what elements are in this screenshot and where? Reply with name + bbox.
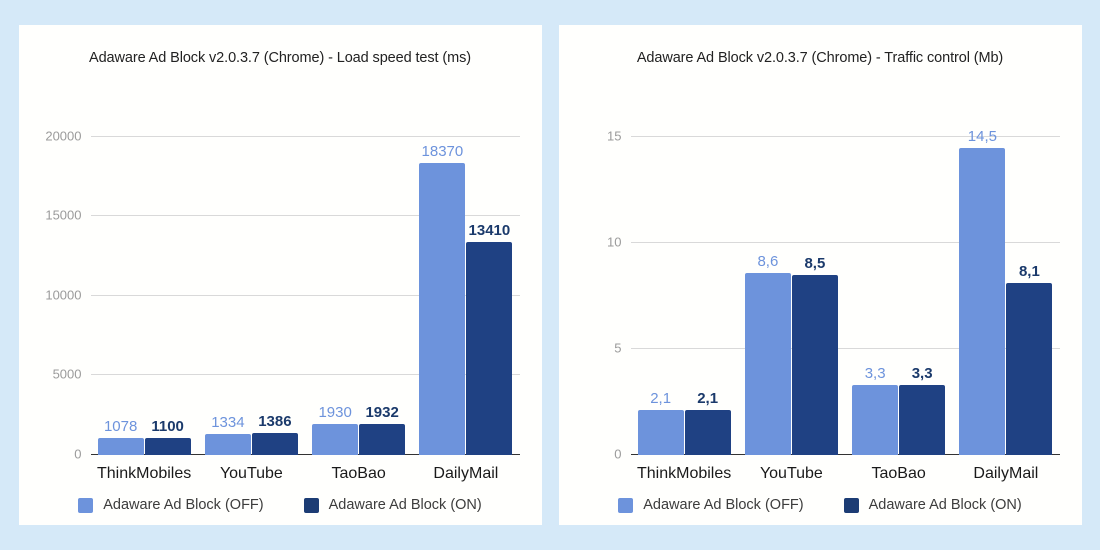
bar-value-label: 1078 [103, 417, 138, 435]
legend-label-on: Adaware Ad Block (ON) [868, 497, 1022, 513]
legend-item-on[interactable]: Adaware Ad Block (ON) [303, 497, 482, 513]
gridline: 20000 [45, 128, 520, 143]
legend-label-on: Adaware Ad Block (ON) [328, 497, 482, 513]
gridline: 5 [614, 340, 1060, 355]
bar-on[interactable]: 3,3 [899, 366, 946, 455]
x-axis-category-label: DailyMail [973, 465, 1039, 482]
bar-value-label: 8,1 [1018, 263, 1040, 281]
bar-group: 1078 1100 [91, 121, 198, 455]
y-axis-tick-label: 15000 [45, 207, 82, 223]
bar-value-label: 1932 [365, 404, 399, 422]
gridline: 15000 [45, 208, 520, 223]
legend-swatch-off-icon [78, 497, 94, 513]
legend-item-off[interactable]: Adaware Ad Block (OFF) [78, 497, 264, 513]
bar-on[interactable]: 8,1 [1006, 264, 1053, 455]
y-axis-tick-label: 15 [607, 128, 622, 144]
bar-off[interactable]: 14,5 [959, 129, 1006, 455]
y-axis-tick-label: 5 [614, 340, 622, 356]
legend-label-off: Adaware Ad Block (OFF) [643, 497, 804, 513]
bar-group: 1930 1932 [305, 121, 412, 455]
legend-swatch-off-icon [618, 497, 634, 513]
x-axis-category-label: YouTube [759, 465, 823, 482]
bar-value-label: 1334 [211, 413, 245, 431]
gridline: 15 [607, 128, 1060, 143]
axis-baseline: 0 [614, 447, 1060, 462]
x-axis-labels: ThinkMobiles YouTube TaoBao DailyMail [631, 465, 1060, 483]
legend-swatch-on-icon [303, 497, 319, 513]
chart-panel-traffic-control: Adaware Ad Block v2.0.3.7 (Chrome) - Tra… [558, 25, 1082, 525]
chart-panel-load-speed: Adaware Ad Block v2.0.3.7 (Chrome) - Loa… [18, 25, 542, 525]
bar-groups: 2,1 2,1 8,6 8,5 3,3 3,3 14,5 8,1 [631, 121, 1060, 455]
plot-area-wrapper: 0 5000 10000 15000 20000 1078 1100 1334 1386 1930… [19, 66, 542, 525]
bar-on[interactable]: 8,5 [791, 256, 838, 455]
axis-baseline: 0 [74, 447, 520, 462]
bar-off[interactable]: 8,6 [744, 254, 791, 455]
plot-area-wrapper: 0 5 10 15 2,1 2,1 8,6 8,5 3,3 3,3 14,5 8,1 [559, 66, 1082, 525]
bar-on[interactable]: 1932 [359, 405, 406, 455]
bar-value-label: 3,3 [911, 365, 933, 383]
bar-value-label: 18370 [421, 142, 464, 160]
bar-value-label: 8,6 [757, 252, 779, 270]
legend-item-on[interactable]: Adaware Ad Block (ON) [843, 497, 1022, 513]
bar-group: 8,6 8,5 [738, 121, 845, 455]
bar-group: 1334 1386 [198, 121, 305, 455]
y-axis-tick-label: 5000 [52, 366, 82, 382]
legend-swatch-on-icon [843, 497, 859, 513]
bar-group: 14,5 8,1 [952, 121, 1059, 455]
bar-on[interactable]: 13410 [466, 223, 513, 455]
legend-label-off: Adaware Ad Block (OFF) [103, 497, 264, 513]
plot-area: 0 5000 10000 15000 20000 1078 1100 1334 1386 1930… [45, 121, 520, 462]
plot-area: 0 5 10 15 2,1 2,1 8,6 8,5 3,3 3,3 14,5 8,1 [607, 121, 1060, 462]
x-axis-category-label: YouTube [219, 465, 283, 482]
x-axis-category-label: DailyMail [433, 465, 499, 482]
x-axis-labels: ThinkMobiles YouTube TaoBao DailyMail [91, 465, 520, 483]
y-axis-tick-label: 20000 [45, 128, 82, 144]
bar-groups: 1078 1100 1334 1386 1930 1932 18370 13410 [91, 121, 520, 455]
chart-legend: Adaware Ad Block (OFF) Adaware Ad Block … [559, 497, 1082, 513]
bar-value-label: 2,1 [650, 390, 672, 408]
bar-value-label: 1930 [318, 404, 352, 422]
x-axis-category-label: ThinkMobiles [96, 465, 192, 482]
chart-title: Adaware Ad Block v2.0.3.7 (Chrome) - Loa… [89, 50, 471, 66]
bar-group: 2,1 2,1 [631, 121, 738, 455]
y-axis-tick-label: 0 [614, 446, 622, 462]
x-axis-category-label: TaoBao [871, 465, 926, 482]
gridline: 10 [607, 234, 1060, 249]
bar-value-label: 1386 [258, 412, 292, 430]
bar-off[interactable]: 2,1 [637, 391, 684, 455]
bar-value-label: 2,1 [697, 390, 719, 408]
x-axis-category-label: ThinkMobiles [636, 465, 732, 482]
bar-value-label: 1100 [151, 417, 184, 435]
bar-on[interactable]: 2,1 [684, 391, 731, 455]
bar-value-label: 3,3 [864, 365, 886, 383]
bar-off[interactable]: 1930 [312, 405, 359, 455]
bar-value-label: 13410 [468, 221, 511, 239]
chart-title: Adaware Ad Block v2.0.3.7 (Chrome) - Tra… [636, 50, 1004, 66]
y-axis-tick-label: 10 [607, 234, 622, 250]
bar-on[interactable]: 1100 [144, 419, 191, 455]
bar-value-label: 8,5 [804, 254, 826, 272]
bar-value-label: 14,5 [967, 127, 997, 145]
y-axis-tick-label: 0 [74, 446, 82, 462]
bar-group: 18370 13410 [412, 121, 519, 455]
legend-item-off[interactable]: Adaware Ad Block (OFF) [618, 497, 804, 513]
x-axis-category-label: TaoBao [331, 465, 386, 482]
bar-group: 3,3 3,3 [845, 121, 952, 455]
bar-off[interactable]: 3,3 [852, 366, 899, 455]
bar-on[interactable]: 1386 [251, 414, 298, 455]
chart-legend: Adaware Ad Block (OFF) Adaware Ad Block … [19, 497, 542, 513]
y-axis-tick-label: 10000 [45, 287, 82, 303]
bar-off[interactable]: 1334 [204, 415, 251, 455]
bar-off[interactable]: 18370 [419, 144, 466, 455]
bar-off[interactable]: 1078 [97, 419, 144, 455]
gridline: 5000 [53, 367, 520, 382]
gridline: 10000 [45, 287, 520, 302]
